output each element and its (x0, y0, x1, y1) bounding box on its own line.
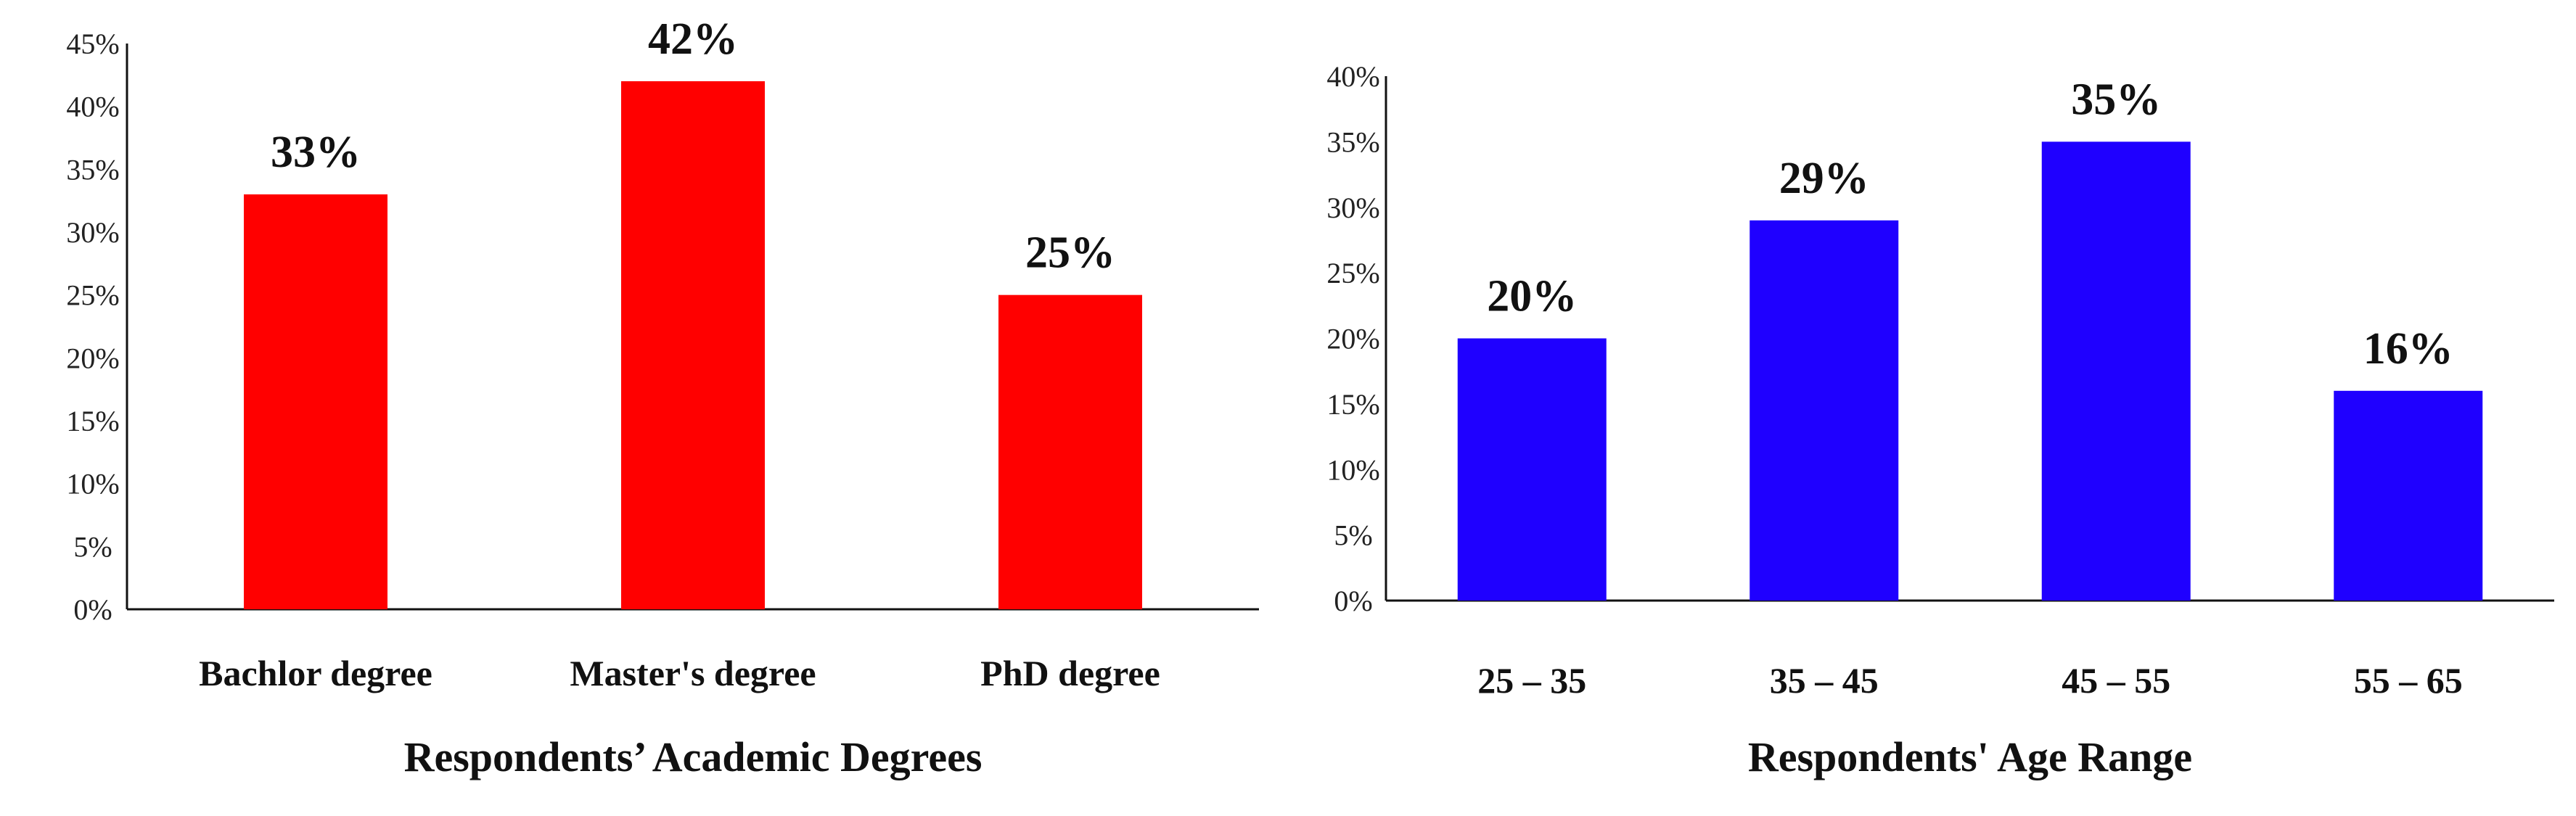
data-label: 42% (648, 15, 738, 64)
x-axis-title: Respondents' Age Range (1748, 733, 2192, 780)
y-tick-label: 10% (1326, 453, 1379, 486)
data-labels: 20% 29% 35% 16% (1487, 75, 2453, 373)
y-tick-label: 0% (73, 593, 112, 626)
bar (2041, 141, 2191, 601)
x-axis-title: Respondents’ Academic Degrees (404, 733, 983, 780)
data-label: 20% (1487, 272, 1577, 321)
data-label: 35% (2071, 75, 2161, 124)
y-tick-label: 25% (1326, 257, 1379, 289)
bar (621, 81, 765, 609)
bar (998, 294, 1142, 609)
bar (1750, 220, 1899, 601)
data-label: 16% (2363, 324, 2453, 374)
x-tick-label: 45 – 55 (2062, 660, 2170, 701)
data-label: 29% (1779, 154, 1869, 203)
x-tick-labels: 25 – 35 35 – 45 45 – 55 55 – 65 (1477, 660, 2463, 701)
y-tick-label: 25% (66, 279, 119, 312)
y-tick-labels: 0% 5% 10% 15% 20% 25% 30% 35% 40% 45% (66, 28, 119, 626)
y-tick-label: 5% (1334, 519, 1372, 552)
y-tick-label: 30% (1326, 191, 1379, 224)
y-tick-label: 45% (66, 28, 119, 60)
bar (1457, 338, 1607, 601)
y-tick-label: 35% (66, 153, 119, 186)
x-tick-label: Master's degree (570, 653, 816, 693)
x-tick-label: 35 – 45 (1770, 660, 1879, 701)
y-tick-label: 35% (1326, 125, 1379, 158)
data-labels: 33% 42% 25% (271, 15, 1115, 278)
y-tick-label: 5% (73, 530, 112, 563)
x-tick-labels: Bachlor degree Master's degree PhD degree (199, 653, 1160, 693)
x-tick-label: 25 – 35 (1477, 660, 1586, 701)
y-tick-label: 0% (1334, 585, 1372, 617)
bar (244, 194, 387, 609)
y-tick-label: 20% (66, 342, 119, 374)
y-tick-label: 40% (66, 91, 119, 123)
y-tick-label: 15% (66, 405, 119, 437)
y-tick-labels: 0% 5% 10% 15% 20% 25% 30% 35% 40% (1326, 60, 1379, 617)
data-label: 33% (271, 128, 361, 177)
y-tick-label: 40% (1326, 60, 1379, 93)
bar (2334, 390, 2483, 601)
y-tick-label: 20% (1326, 323, 1379, 355)
y-tick-label: 10% (66, 468, 119, 500)
chart-age-range: 0% 5% 10% 15% 20% 25% 30% 35% 40% 20% 29% 35% 16% 2… (1326, 60, 2554, 780)
chart-academic-degrees: 0% 5% 10% 15% 20% 25% 30% 35% 40% 45% 33% 42% 25% B… (66, 15, 1259, 780)
x-tick-label: 55 – 65 (2354, 660, 2463, 701)
x-tick-label: Bachlor degree (199, 653, 432, 693)
x-tick-label: PhD degree (980, 653, 1160, 693)
y-tick-label: 15% (1326, 388, 1379, 421)
data-label: 25% (1025, 228, 1115, 278)
bars (1457, 141, 2483, 601)
bars (244, 81, 1142, 609)
y-tick-label: 30% (66, 216, 119, 249)
